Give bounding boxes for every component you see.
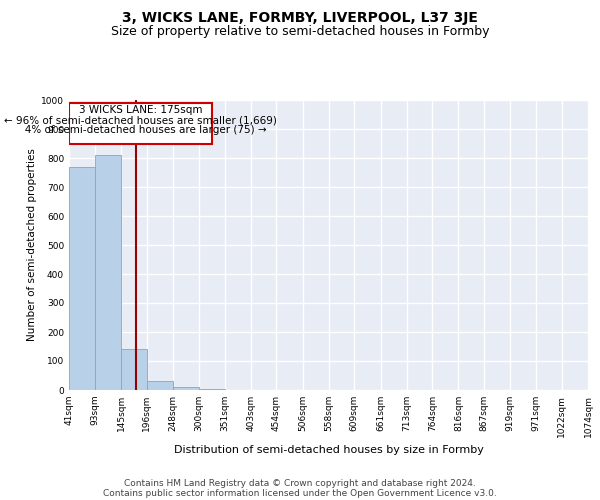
- Bar: [199, 389, 225, 390]
- Bar: [69, 166, 95, 390]
- Bar: [173, 387, 199, 390]
- X-axis label: Distribution of semi-detached houses by size in Formby: Distribution of semi-detached houses by …: [173, 445, 484, 455]
- Text: Contains HM Land Registry data © Crown copyright and database right 2024.: Contains HM Land Registry data © Crown c…: [124, 478, 476, 488]
- Text: 3, WICKS LANE, FORMBY, LIVERPOOL, L37 3JE: 3, WICKS LANE, FORMBY, LIVERPOOL, L37 3J…: [122, 11, 478, 25]
- Bar: [95, 155, 121, 390]
- Text: Size of property relative to semi-detached houses in Formby: Size of property relative to semi-detach…: [111, 25, 489, 38]
- Bar: [121, 350, 147, 390]
- Bar: [69, 103, 212, 144]
- Bar: [147, 382, 173, 390]
- Y-axis label: Number of semi-detached properties: Number of semi-detached properties: [27, 148, 37, 342]
- Text: 4% of semi-detached houses are larger (75) →: 4% of semi-detached houses are larger (7…: [14, 126, 266, 136]
- Text: 3 WICKS LANE: 175sqm: 3 WICKS LANE: 175sqm: [79, 105, 202, 115]
- Text: ← 96% of semi-detached houses are smaller (1,669): ← 96% of semi-detached houses are smalle…: [4, 116, 277, 126]
- Text: Contains public sector information licensed under the Open Government Licence v3: Contains public sector information licen…: [103, 488, 497, 498]
